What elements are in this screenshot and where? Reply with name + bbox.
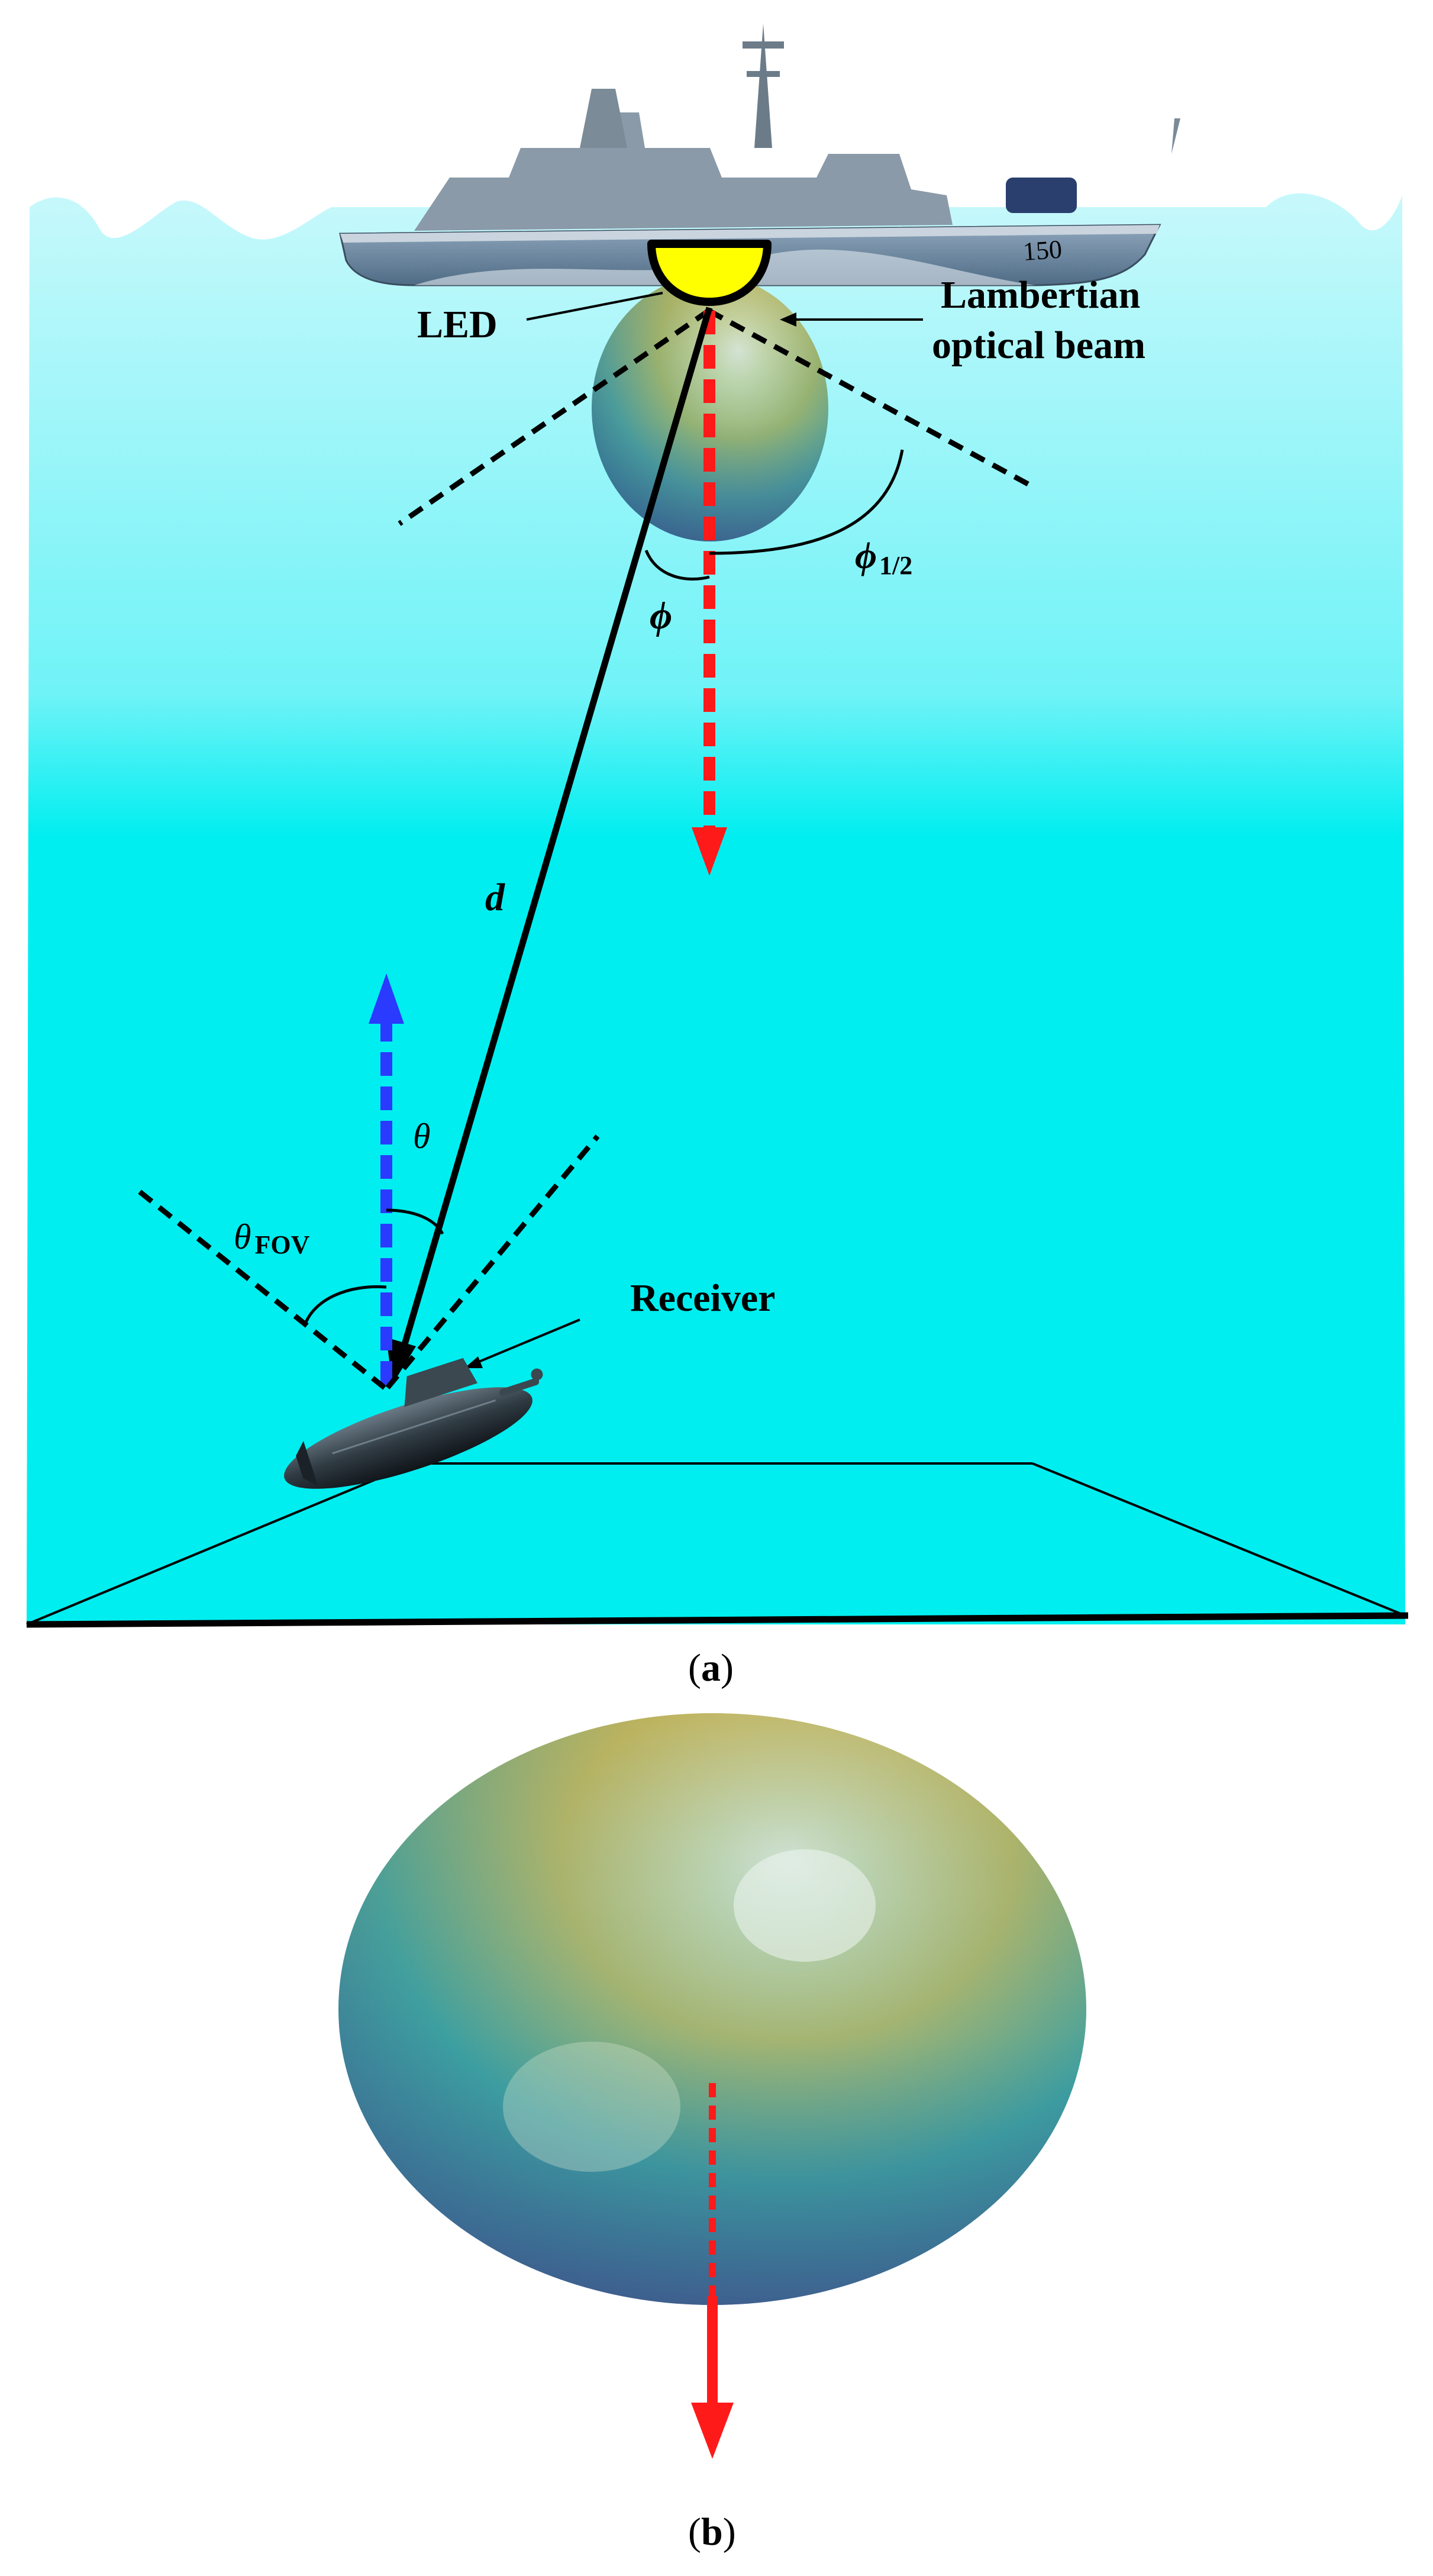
phi-half-arc <box>709 449 904 555</box>
beam-label-line2: optical beam <box>932 324 1145 367</box>
lobe-axis-arrowhead <box>691 2403 734 2459</box>
led-pointer <box>526 292 663 321</box>
ship-mast <box>754 24 772 148</box>
fov-line-left <box>131 1184 386 1390</box>
phi-arc <box>644 550 710 581</box>
theta-fov-arc <box>303 1285 387 1326</box>
submarine-receiver <box>284 1358 543 1489</box>
phi-half-label: ϕ1/2 <box>855 534 912 580</box>
led <box>647 240 772 306</box>
beam-label-line1: Lambertian <box>941 273 1140 317</box>
receiver-axis-arrowhead <box>369 973 404 1024</box>
hull-number: 150 <box>1022 234 1063 266</box>
ship: 150 <box>339 24 1180 286</box>
lambertian-lobe-3d <box>338 1713 1086 2305</box>
panel-b-caption: (b) <box>688 2510 736 2554</box>
lambertian-beam-lobe <box>592 275 828 541</box>
panel-b: (b) <box>338 1713 1086 2554</box>
los-link <box>399 307 713 1353</box>
receiver-label: Receiver <box>630 1276 775 1320</box>
receiver-pointer <box>473 1318 580 1365</box>
led-label: LED <box>417 303 498 346</box>
fov-line-right <box>385 1134 600 1389</box>
distance-label: d <box>485 876 505 919</box>
panel-a-caption: (a) <box>688 1646 734 1690</box>
los-link-arrowhead <box>386 1337 416 1385</box>
water-body <box>27 193 1405 1624</box>
theta-label: θ <box>413 1117 430 1156</box>
phi-label: ϕ <box>650 594 672 637</box>
half-angle-line-left <box>398 308 711 526</box>
seafloor-plane <box>26 1462 1409 1628</box>
panel-a: 150 <box>26 24 1409 1690</box>
led-axis-arrowhead <box>692 827 727 876</box>
theta-arc <box>386 1208 444 1235</box>
half-angle-line-right <box>707 308 1034 489</box>
theta-fov-label: θ FOV <box>234 1217 310 1259</box>
